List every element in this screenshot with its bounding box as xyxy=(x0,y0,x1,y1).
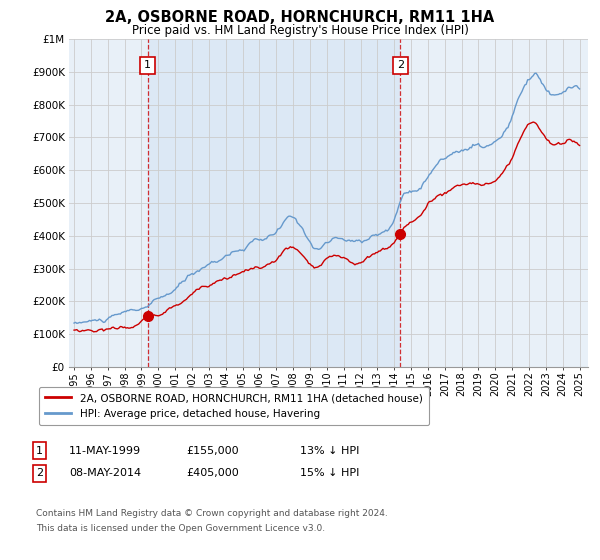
Bar xyxy=(148,39,400,367)
Text: Contains HM Land Registry data © Crown copyright and database right 2024.: Contains HM Land Registry data © Crown c… xyxy=(36,509,388,518)
Text: 2A, OSBORNE ROAD, HORNCHURCH, RM11 1HA: 2A, OSBORNE ROAD, HORNCHURCH, RM11 1HA xyxy=(106,10,494,25)
Text: 15% ↓ HPI: 15% ↓ HPI xyxy=(300,468,359,478)
Text: Price paid vs. HM Land Registry's House Price Index (HPI): Price paid vs. HM Land Registry's House … xyxy=(131,24,469,37)
Text: 13% ↓ HPI: 13% ↓ HPI xyxy=(300,446,359,456)
Text: 11-MAY-1999: 11-MAY-1999 xyxy=(69,446,141,456)
Text: £155,000: £155,000 xyxy=(186,446,239,456)
Text: 1: 1 xyxy=(36,446,43,456)
Text: 2: 2 xyxy=(397,60,404,71)
Text: £405,000: £405,000 xyxy=(186,468,239,478)
Text: 1: 1 xyxy=(144,60,151,71)
Text: 08-MAY-2014: 08-MAY-2014 xyxy=(69,468,141,478)
Text: 2: 2 xyxy=(36,468,43,478)
Legend: 2A, OSBORNE ROAD, HORNCHURCH, RM11 1HA (detached house), HPI: Average price, det: 2A, OSBORNE ROAD, HORNCHURCH, RM11 1HA (… xyxy=(39,387,429,425)
Text: This data is licensed under the Open Government Licence v3.0.: This data is licensed under the Open Gov… xyxy=(36,524,325,533)
